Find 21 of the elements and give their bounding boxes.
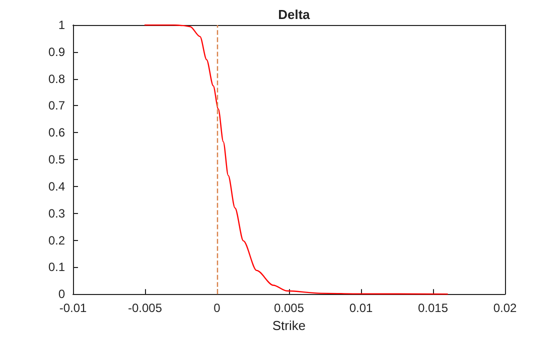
x-tick-label: 0.02 (493, 301, 517, 316)
x-tick-label: 0.015 (418, 301, 448, 316)
x-tick-label: 0.01 (349, 301, 373, 316)
x-tick-label: 0 (214, 301, 221, 316)
y-tick-label: 0.8 (48, 72, 66, 86)
y-tick-label: 0.7 (48, 98, 66, 113)
x-axis-title: Strike (272, 318, 306, 333)
y-tick-label: 0.5 (48, 152, 66, 167)
y-tick-label: 0.9 (48, 44, 66, 59)
y-tick-label: 0 (58, 287, 66, 302)
y-tick-label: 0.6 (48, 126, 66, 140)
y-tick-label: 1 (58, 18, 66, 32)
x-tick-label: 0.005 (274, 301, 304, 316)
y-tick-label: 0.2 (48, 233, 66, 248)
y-tick-label: 0.4 (48, 179, 66, 194)
line-series (144, 24, 448, 295)
y-tick-label: 0.1 (48, 260, 66, 274)
y-tick-label: 0.3 (48, 206, 66, 220)
x-tick-label: -0.005 (128, 301, 162, 316)
chart-title: Delta (278, 7, 311, 22)
x-tick-label: -0.01 (59, 301, 87, 316)
